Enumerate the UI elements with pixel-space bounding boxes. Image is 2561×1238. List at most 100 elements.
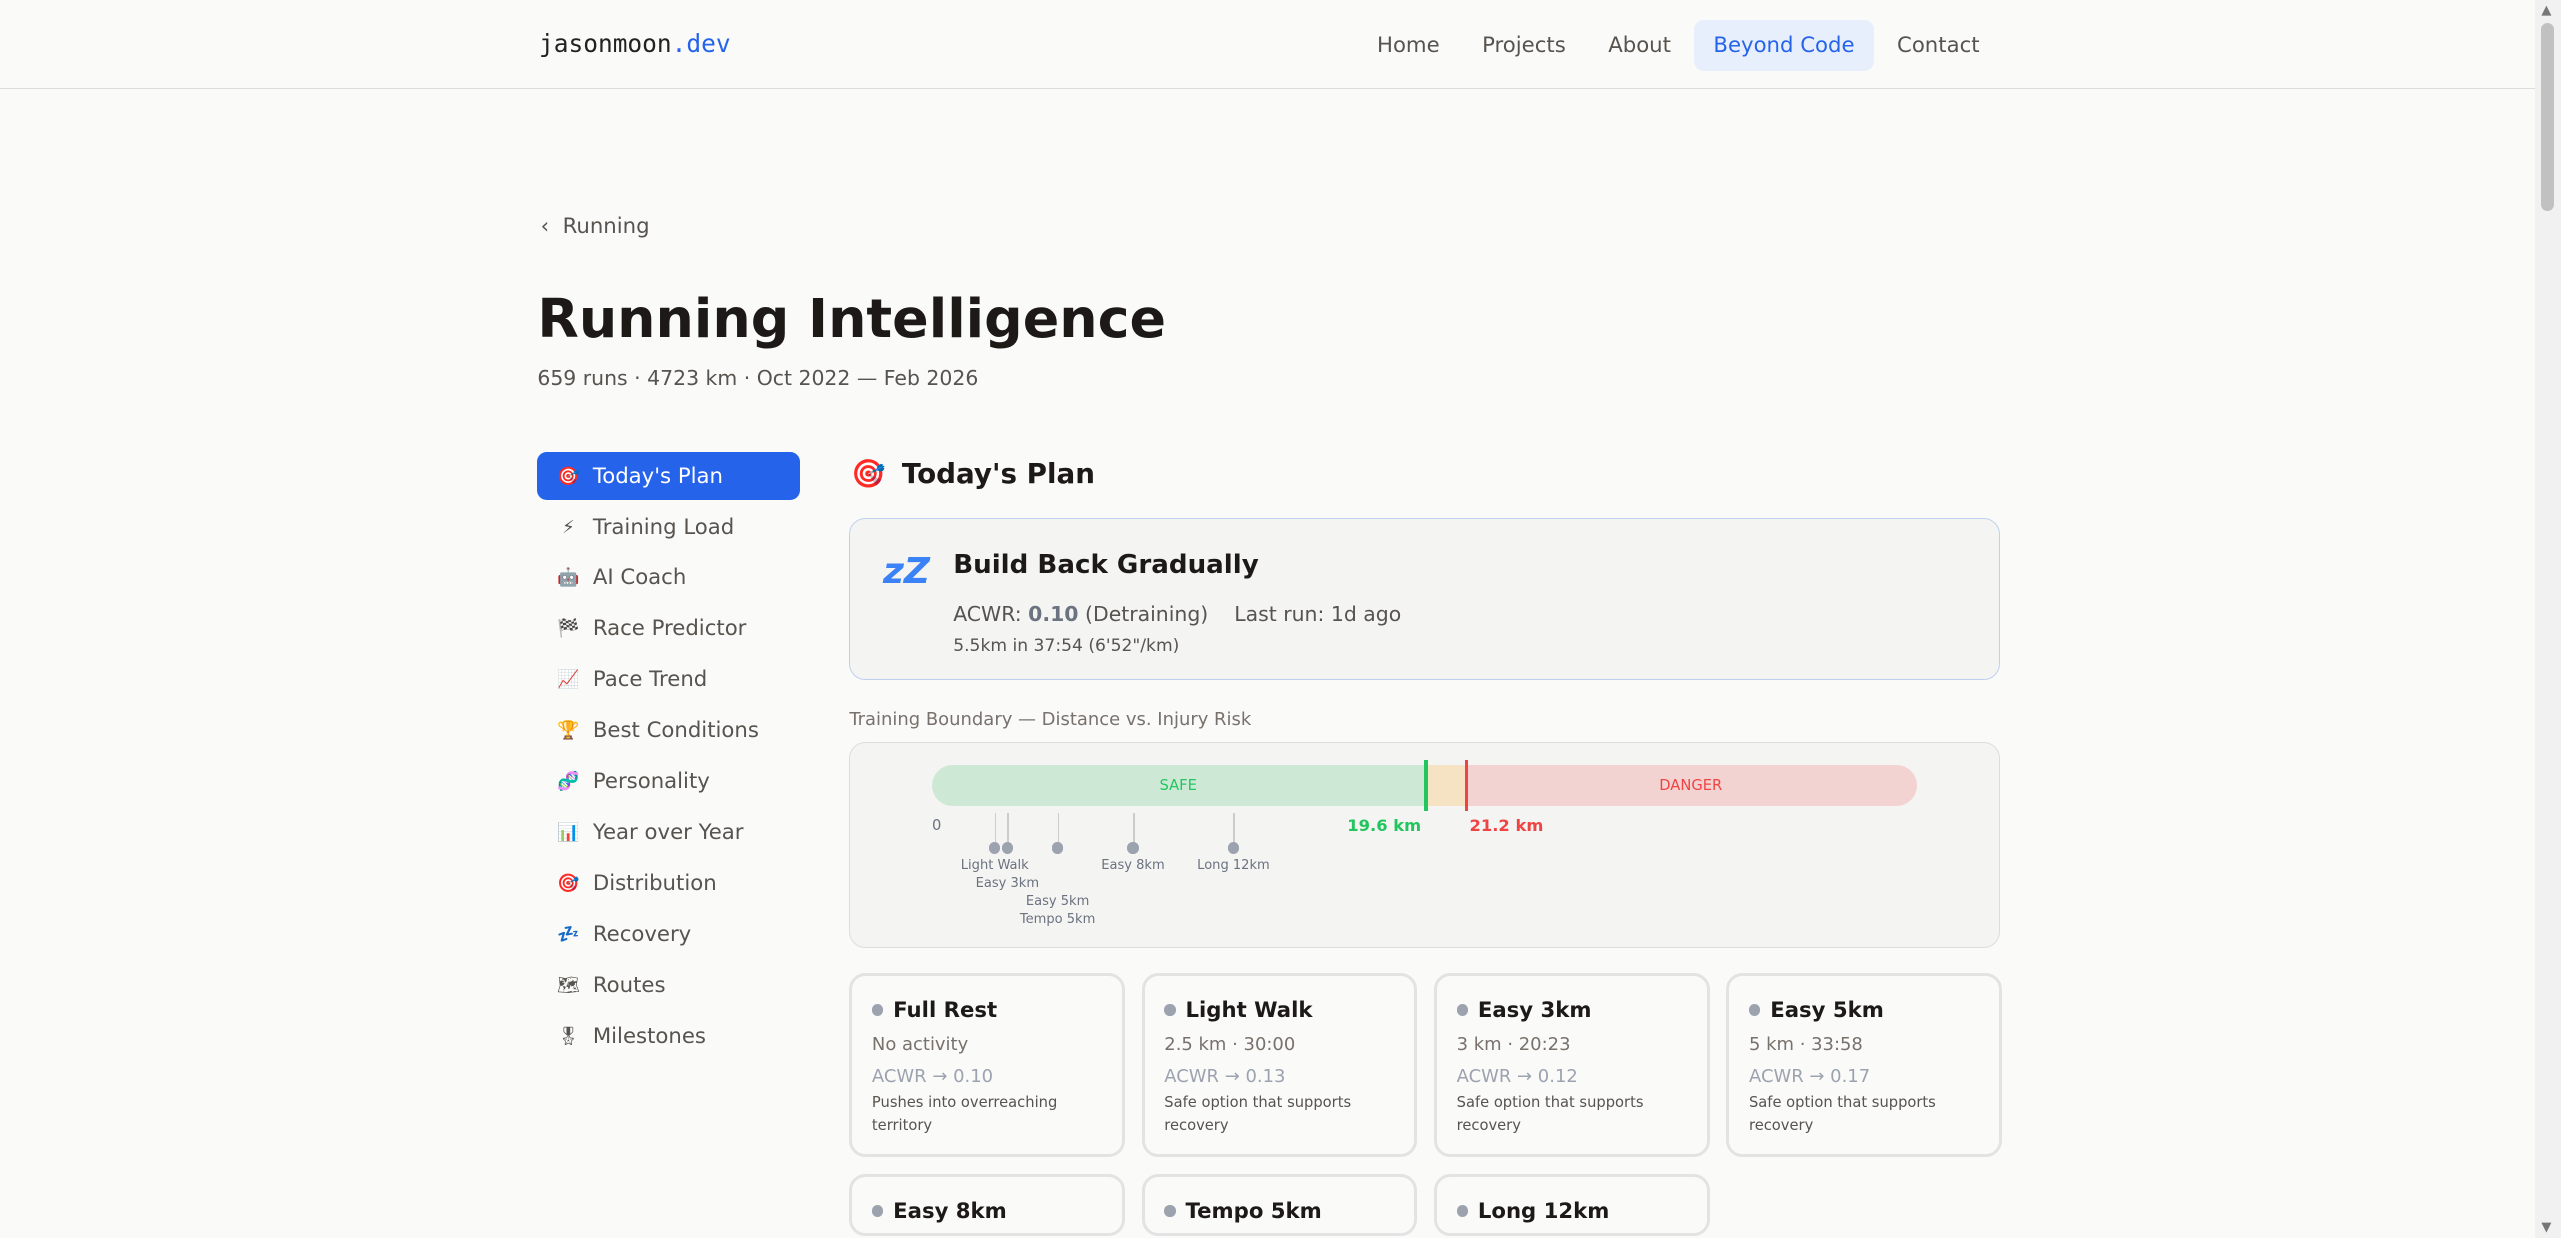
scroll-up-icon[interactable]: ▲ bbox=[2541, 3, 2552, 19]
marker-label: Tempo 5km bbox=[1019, 912, 1096, 928]
option-title: Tempo 5km bbox=[1164, 1199, 1322, 1224]
nav-projects[interactable]: Projects bbox=[1482, 32, 1566, 58]
option-title-text: Full Rest bbox=[893, 997, 998, 1023]
target-icon: 🎯 bbox=[850, 457, 886, 491]
option-note: Safe option that supports recovery bbox=[1164, 1094, 1352, 1135]
nav-beyond-code[interactable]: Beyond Code bbox=[1693, 19, 1875, 71]
nav-contact[interactable]: Contact bbox=[1897, 32, 1980, 58]
marker-label: Easy 3km bbox=[975, 876, 1040, 892]
option-acwr: ACWR → 0.10 bbox=[871, 1066, 994, 1088]
sidebar-item-icon: 🗺 bbox=[556, 974, 580, 996]
sidebar-item-icon: 🏆 bbox=[557, 720, 580, 742]
sidebar-item-routes[interactable]: 🗺 Routes bbox=[537, 962, 800, 1009]
sidebar-item-label: Year over Year bbox=[592, 820, 744, 846]
sidebar-item-icon: 💤 bbox=[557, 924, 580, 946]
marker-label: Long 12km bbox=[1197, 858, 1270, 874]
marker-line bbox=[1233, 812, 1236, 846]
nav-about[interactable]: About bbox=[1608, 32, 1671, 58]
option-acwr: ACWR → 0.13 bbox=[1164, 1066, 1286, 1088]
sidebar-item-label: Personality bbox=[592, 769, 710, 795]
sidebar-item-label: Best Conditions bbox=[592, 718, 759, 744]
main-nav: Home Projects About Beyond Code Contact bbox=[1357, 19, 1999, 71]
option-summary: 5 km · 33:58 bbox=[1748, 1033, 1863, 1055]
top-nav-bar: jasonmoon.dev Home Projects About Beyond… bbox=[0, 0, 2535, 90]
site-logo[interactable]: jasonmoon.dev bbox=[539, 29, 731, 58]
sidebar-item-label: Routes bbox=[592, 972, 666, 998]
page-title: Running Intelligence bbox=[537, 287, 1167, 351]
marker-line bbox=[1007, 812, 1009, 846]
last-run-detail: 5.5km in 37:54 (6'52"/km) bbox=[953, 636, 1180, 657]
option-card[interactable]: Easy 3km 3 km · 20:23 ACWR → 0.12 Safe opti… bbox=[1434, 973, 1710, 1158]
marker-dot[interactable] bbox=[1227, 842, 1240, 854]
marker-dot[interactable] bbox=[1051, 842, 1064, 854]
option-title: Full Rest bbox=[871, 997, 998, 1023]
option-card[interactable]: Easy 5km 5 km · 33:58 ACWR → 0.17 Safe opti… bbox=[1726, 973, 2002, 1158]
sidebar-item-ai-coach[interactable]: 🤖 AI Coach bbox=[537, 554, 800, 601]
sidebar-item-distribution[interactable]: 🎯 Distribution bbox=[537, 860, 800, 907]
safe-limit-label: 19.6 km bbox=[1347, 816, 1422, 835]
safe-limit-line bbox=[1424, 760, 1428, 812]
scrollbar-thumb[interactable] bbox=[2541, 22, 2555, 211]
sidebar-item-label: AI Coach bbox=[592, 565, 687, 591]
option-title-text: Light Walk bbox=[1185, 997, 1313, 1023]
sidebar-item-icon: 🏁 bbox=[557, 618, 580, 640]
option-card[interactable]: Long 12km bbox=[1434, 1174, 1710, 1236]
scrollbar[interactable]: ▲ ▼ bbox=[2534, 0, 2561, 1238]
back-link[interactable]: ‹ Running bbox=[541, 214, 650, 239]
status-dot-icon bbox=[871, 1205, 884, 1217]
sidebar-item-label: Training Load bbox=[592, 514, 735, 540]
acwr-value: 0.10 bbox=[1028, 602, 1079, 627]
sidebar-item-training-load[interactable]: ⚡ Training Load bbox=[537, 503, 800, 550]
option-title: Light Walk bbox=[1164, 998, 1312, 1023]
marker-line bbox=[1057, 812, 1060, 846]
option-card[interactable]: Full Rest No activity ACWR → 0.10 Pushes in… bbox=[849, 973, 1125, 1158]
acwr-status: (Detraining) bbox=[1085, 602, 1209, 627]
caution-zone bbox=[1424, 765, 1465, 807]
marker-dot[interactable] bbox=[1127, 842, 1139, 854]
marker-dot[interactable] bbox=[989, 842, 1001, 854]
option-note: Safe option that supports recovery bbox=[1456, 1094, 1644, 1135]
sidebar-item-icon: 🎯 bbox=[557, 465, 580, 487]
status-dot-icon bbox=[1164, 1205, 1176, 1217]
sidebar-item-milestones[interactable]: 🎖 Milestones bbox=[537, 1013, 800, 1060]
sidebar-item-personality[interactable]: 🧬 Personality bbox=[537, 758, 800, 805]
sidebar-item-icon: 🎖 bbox=[556, 1025, 580, 1047]
option-title: Easy 3km bbox=[1456, 997, 1592, 1023]
marker-dot[interactable] bbox=[1001, 842, 1014, 854]
option-title: Long 12km bbox=[1456, 1199, 1609, 1224]
marker-label: Easy 5km bbox=[1025, 894, 1090, 910]
sidebar-item-race-predictor[interactable]: 🏁 Race Predictor bbox=[537, 605, 800, 652]
logo-name: jasonmoon bbox=[538, 29, 672, 59]
sidebar-item-year-over-year[interactable]: 📊 Year over Year bbox=[537, 809, 800, 856]
sidebar-item-icon: 🤖 bbox=[557, 567, 580, 589]
sleep-icon: zZ bbox=[882, 551, 930, 593]
marker-label: Light Walk bbox=[960, 858, 1029, 874]
sidebar-item-pace-trend[interactable]: 📈 Pace Trend bbox=[537, 656, 800, 703]
sidebar-item-icon: 🧬 bbox=[557, 771, 580, 793]
sidebar-item-label: Race Predictor bbox=[592, 616, 747, 642]
boundary-bar: SAFE DANGER 0 19.6 km 21.2 km Light Walk E… bbox=[931, 760, 1917, 927]
option-title: Easy 8km bbox=[871, 1198, 1007, 1224]
chevron-left-icon: ‹ bbox=[540, 213, 563, 239]
option-acwr: ACWR → 0.17 bbox=[1748, 1066, 1871, 1088]
danger-zone: DANGER bbox=[1464, 765, 1917, 807]
option-card[interactable]: Tempo 5km bbox=[1141, 1174, 1418, 1236]
sidebar-item-recovery[interactable]: 💤 Recovery bbox=[537, 911, 800, 958]
status-dot-icon bbox=[1456, 1004, 1469, 1016]
acwr-line: ACWR: 0.10 (Detraining) Last run: 1d ago bbox=[953, 602, 1401, 626]
option-note: Safe option that supports recovery bbox=[1748, 1094, 1936, 1135]
sidebar-item-label: Pace Trend bbox=[592, 667, 708, 693]
option-summary: 3 km · 20:23 bbox=[1456, 1033, 1571, 1055]
page-subtitle: 659 runs · 4723 km · Oct 2022 — Feb 2026 bbox=[537, 365, 979, 390]
zero-label: 0 bbox=[931, 817, 942, 834]
scroll-down-icon[interactable]: ▼ bbox=[2541, 1219, 2552, 1235]
option-title-text: Easy 3km bbox=[1477, 997, 1592, 1023]
option-title-text: Easy 8km bbox=[893, 1198, 1007, 1224]
sidebar-item-today-s-plan[interactable]: 🎯 Today's Plan bbox=[537, 452, 801, 500]
nav-home[interactable]: Home bbox=[1376, 32, 1440, 58]
option-card[interactable]: Light Walk 2.5 km · 30:00 ACWR → 0.13 Safe … bbox=[1141, 973, 1418, 1158]
option-card[interactable]: Easy 8km bbox=[849, 1174, 1125, 1236]
status-dot-icon bbox=[1164, 1004, 1176, 1016]
sidebar: 🎯 Today's Plan ⚡ Training Load 🤖 AI Coach 🏁 Rac… bbox=[537, 452, 801, 1063]
sidebar-item-best-conditions[interactable]: 🏆 Best Conditions bbox=[537, 707, 800, 754]
